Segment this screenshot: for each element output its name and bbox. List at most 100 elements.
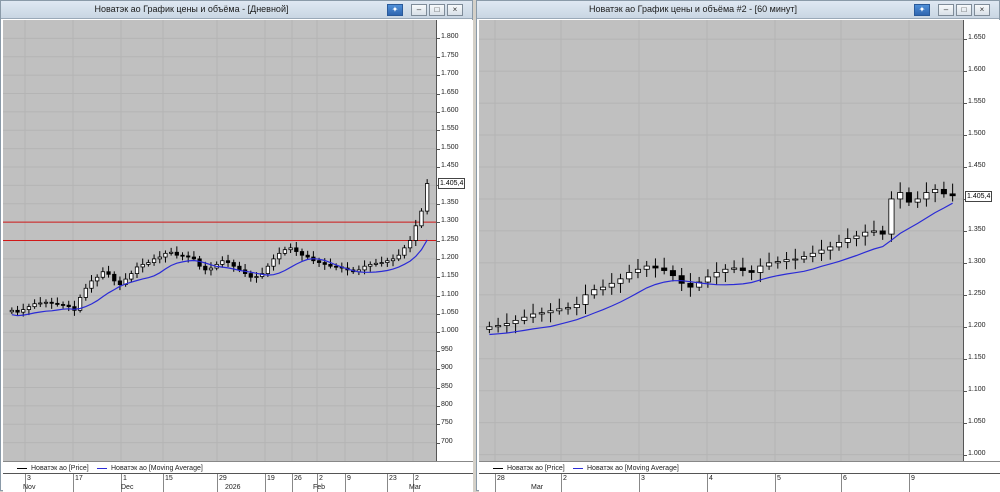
candle-body	[932, 188, 939, 193]
candle-body	[634, 268, 641, 273]
candle-body	[608, 282, 615, 288]
price-axis[interactable]: 700 750 800 850 900 950 1.000 1.050 1.100 1.150 1.…	[436, 20, 473, 461]
candle-body	[208, 267, 214, 271]
y-tick	[437, 93, 440, 95]
candle-body	[299, 251, 305, 256]
time-axis[interactable]: 28 2 3 4 5 6 9 Mar	[479, 473, 1000, 492]
candle-body	[43, 301, 49, 304]
price-axis[interactable]: 1.000 1.050 1.100 1.150 1.200 1.250 1.300 1.350…	[963, 20, 1000, 461]
candle-body	[617, 278, 624, 284]
legend-moving-average: Новатэк ао [Moving Average]	[573, 465, 679, 472]
candle-body	[117, 280, 123, 285]
candle-body	[835, 242, 843, 248]
candle-body	[379, 262, 384, 264]
moving-average-line	[489, 202, 953, 336]
candle-body	[140, 263, 145, 268]
y-tick-label: 1.650	[968, 34, 986, 42]
candle-body	[521, 316, 528, 321]
y-tick	[437, 442, 440, 444]
candle-body	[282, 249, 288, 254]
legend: Новатэк ао [Price] Новатэк ао [Moving Av…	[3, 461, 473, 473]
candle-body	[556, 308, 563, 312]
candle-body	[530, 313, 537, 318]
candle-body	[766, 262, 773, 267]
y-tick	[437, 75, 440, 77]
y-tick-label: 1.550	[441, 125, 459, 133]
y-tick-label: 1.350	[441, 198, 459, 206]
candle-body	[783, 259, 790, 262]
chart-window-daily[interactable]: Новатэк ао График цены и объёма - [Дневн…	[0, 0, 473, 492]
x-day-label: 2	[563, 475, 567, 482]
price-plot-area[interactable]	[3, 20, 436, 461]
window-titlebar[interactable]: Новатэк ао График цены и объёма - [Дневн…	[1, 1, 472, 19]
last-price-label: 1.405,4	[965, 190, 993, 202]
minimize-button[interactable]: –	[411, 4, 427, 16]
x-tick	[121, 474, 122, 492]
x-month-label: Dec	[121, 484, 134, 491]
candle-body	[254, 276, 259, 278]
pin-button[interactable]: ✦	[387, 4, 403, 16]
candle-body	[538, 312, 545, 315]
candle-body	[197, 258, 202, 267]
y-tick-label: 1.550	[968, 98, 986, 106]
candle-body	[32, 303, 37, 308]
candle-body	[66, 304, 71, 308]
x-tick	[317, 474, 318, 492]
y-tick-label: 1.300	[968, 257, 986, 265]
candle-body	[512, 319, 519, 324]
candle-body	[407, 240, 413, 249]
x-tick	[73, 474, 74, 492]
time-axis[interactable]: 3 17 1 15 29 19 26 2 9 23 2 Nov Dec 2026 Feb Mar	[3, 473, 473, 492]
y-tick	[437, 424, 440, 426]
candle-body	[151, 258, 157, 263]
minimize-button[interactable]: –	[938, 4, 954, 16]
last-price-label: 1.405,4	[438, 178, 466, 190]
close-button[interactable]: ×	[447, 4, 463, 16]
legend-moving-average: Новатэк ао [Moving Average]	[97, 465, 203, 472]
pin-button[interactable]: ✦	[914, 4, 930, 16]
candlestick-chart	[479, 20, 963, 461]
x-tick	[387, 474, 388, 492]
x-tick	[639, 474, 640, 492]
candle-body	[180, 254, 185, 257]
y-tick-label: 900	[441, 364, 453, 372]
candle-body	[582, 294, 589, 305]
y-tick-label: 1.450	[441, 162, 459, 169]
candle-body	[774, 261, 781, 264]
price-plot-area[interactable]	[479, 20, 963, 461]
y-tick-label: 850	[441, 382, 453, 390]
x-tick	[345, 474, 346, 492]
y-tick	[437, 56, 440, 58]
y-tick-label: 1.350	[968, 225, 986, 233]
maximize-button[interactable]: □	[956, 4, 972, 16]
candle-body	[923, 192, 930, 200]
y-tick-label: 1.150	[441, 272, 459, 280]
x-tick	[163, 474, 164, 492]
y-tick-label: 1.200	[441, 253, 459, 261]
x-month-label: Nov	[23, 484, 36, 491]
candle-body	[940, 188, 947, 195]
y-tick	[964, 454, 967, 456]
y-tick-label: 1.750	[441, 51, 459, 59]
candle-body	[38, 302, 43, 305]
y-tick	[437, 405, 440, 407]
candle-body	[231, 262, 236, 267]
y-tick	[437, 350, 440, 352]
y-tick-label: 1.250	[968, 289, 986, 297]
maximize-button[interactable]: □	[429, 4, 445, 16]
candle-body	[106, 271, 111, 275]
x-day-label: 1	[123, 475, 127, 482]
window-titlebar[interactable]: Новатэк ао График цены и объёма #2 - [60…	[477, 1, 999, 19]
candle-body	[15, 309, 20, 313]
close-button[interactable]: ×	[974, 4, 990, 16]
y-tick-label: 1.050	[968, 417, 986, 425]
y-tick-label: 1.100	[968, 385, 986, 393]
candle-body	[368, 263, 373, 267]
candle-body	[390, 258, 396, 262]
y-tick-label: 800	[441, 400, 453, 408]
window-title: Новатэк ао График цены и объёма #2 - [60…	[589, 4, 797, 14]
y-tick	[964, 39, 967, 41]
chart-window-60min[interactable]: Новатэк ао График цены и объёма #2 - [60…	[476, 0, 1000, 492]
x-day-label: 5	[777, 475, 781, 482]
x-day-label: 3	[27, 475, 31, 482]
